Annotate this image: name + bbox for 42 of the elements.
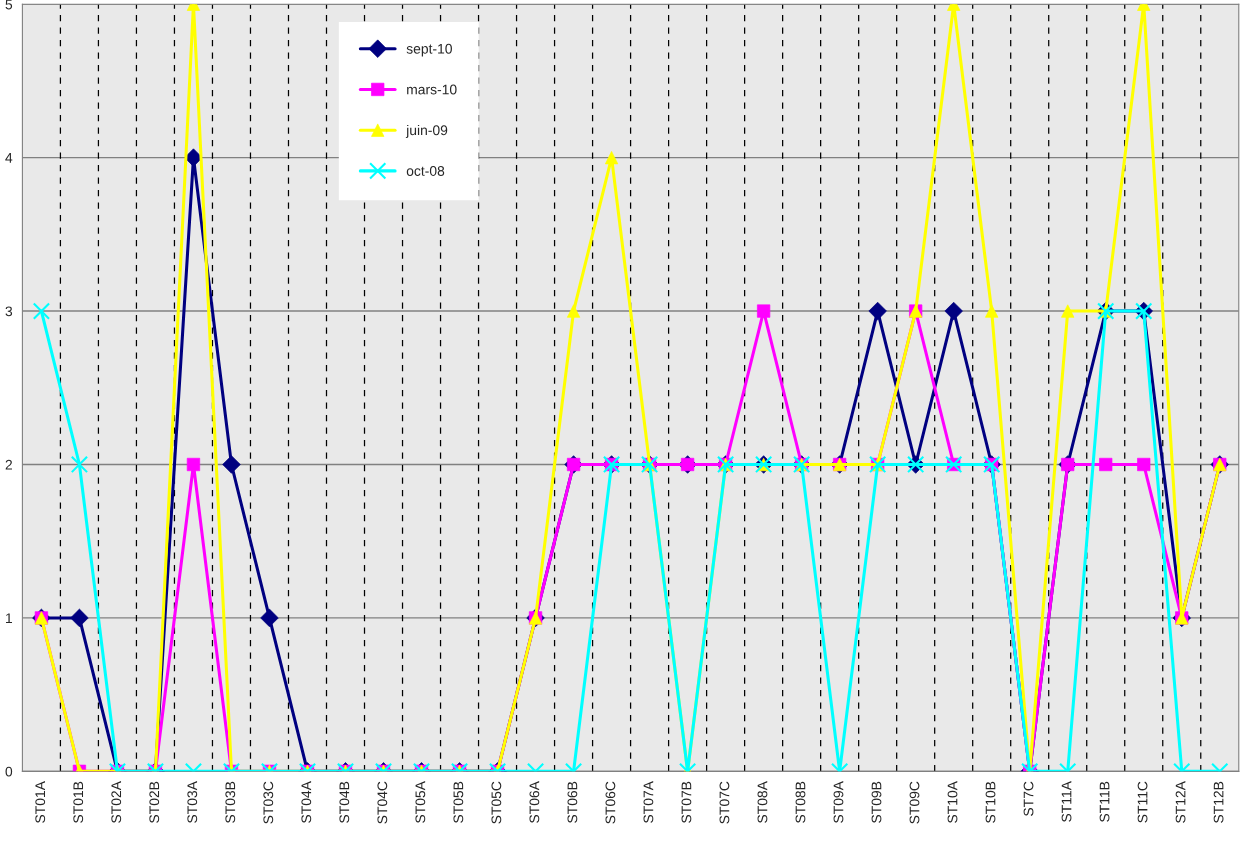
x-tick-label: ST04B bbox=[339, 781, 350, 823]
x-tick-label: ST09B bbox=[871, 781, 882, 823]
x-tick-label: ST03C bbox=[263, 781, 274, 824]
y-tick-label: 0 bbox=[5, 766, 13, 777]
y-tick-label: 1 bbox=[6, 613, 13, 623]
x-tick-label: ST06C bbox=[605, 781, 616, 824]
x-tick-label: ST03A bbox=[187, 781, 198, 823]
x-tick-label: ST01B bbox=[73, 781, 84, 823]
x-tick-label: ST07B bbox=[681, 781, 692, 823]
x-tick-label: ST03B bbox=[225, 781, 236, 823]
legend-label: sept-10 bbox=[406, 43, 452, 57]
y-tick-label: 4 bbox=[5, 153, 13, 163]
y-tick-label: 5 bbox=[5, 0, 13, 10]
x-tick-label: ST10B bbox=[985, 781, 996, 823]
x-tick-label: ST04C bbox=[377, 781, 388, 824]
x-tick-label: ST09A bbox=[833, 781, 844, 823]
x-tick-label: ST04A bbox=[301, 781, 312, 823]
x-tick-label: ST01A bbox=[35, 781, 46, 823]
x-tick-label: ST09C bbox=[909, 781, 920, 824]
legend-label: oct-08 bbox=[406, 166, 445, 176]
x-tick-label: ST06A bbox=[529, 781, 540, 823]
x-tick-label: ST12B bbox=[1213, 781, 1224, 823]
x-tick-label: ST05C bbox=[491, 781, 502, 824]
x-tick-label: ST05B bbox=[453, 781, 464, 823]
y-tick-label: 2 bbox=[5, 459, 12, 470]
x-tick-label: ST06B bbox=[567, 781, 578, 823]
x-tick-label: ST7C bbox=[1023, 781, 1034, 816]
x-tick-label: ST11B bbox=[1099, 781, 1110, 822]
y-tick-label: 3 bbox=[5, 306, 13, 317]
x-tick-label: ST11C bbox=[1137, 781, 1148, 823]
x-tick-label: ST12A bbox=[1175, 781, 1186, 823]
x-tick-label: ST02A bbox=[111, 781, 122, 823]
x-tick-label: ST07A bbox=[643, 781, 654, 823]
x-tick-label: ST02B bbox=[149, 781, 160, 823]
x-tick-label: ST08A bbox=[757, 781, 768, 823]
legend-label: juin-09 bbox=[405, 124, 448, 138]
x-tick-label: ST05A bbox=[415, 781, 426, 823]
x-tick-label: ST11A bbox=[1061, 781, 1072, 822]
legend-label: mars-10 bbox=[407, 84, 457, 95]
x-tick-label: ST08B bbox=[795, 781, 806, 823]
x-tick-label: ST07C bbox=[719, 781, 730, 824]
x-tick-label: ST10A bbox=[947, 781, 958, 823]
